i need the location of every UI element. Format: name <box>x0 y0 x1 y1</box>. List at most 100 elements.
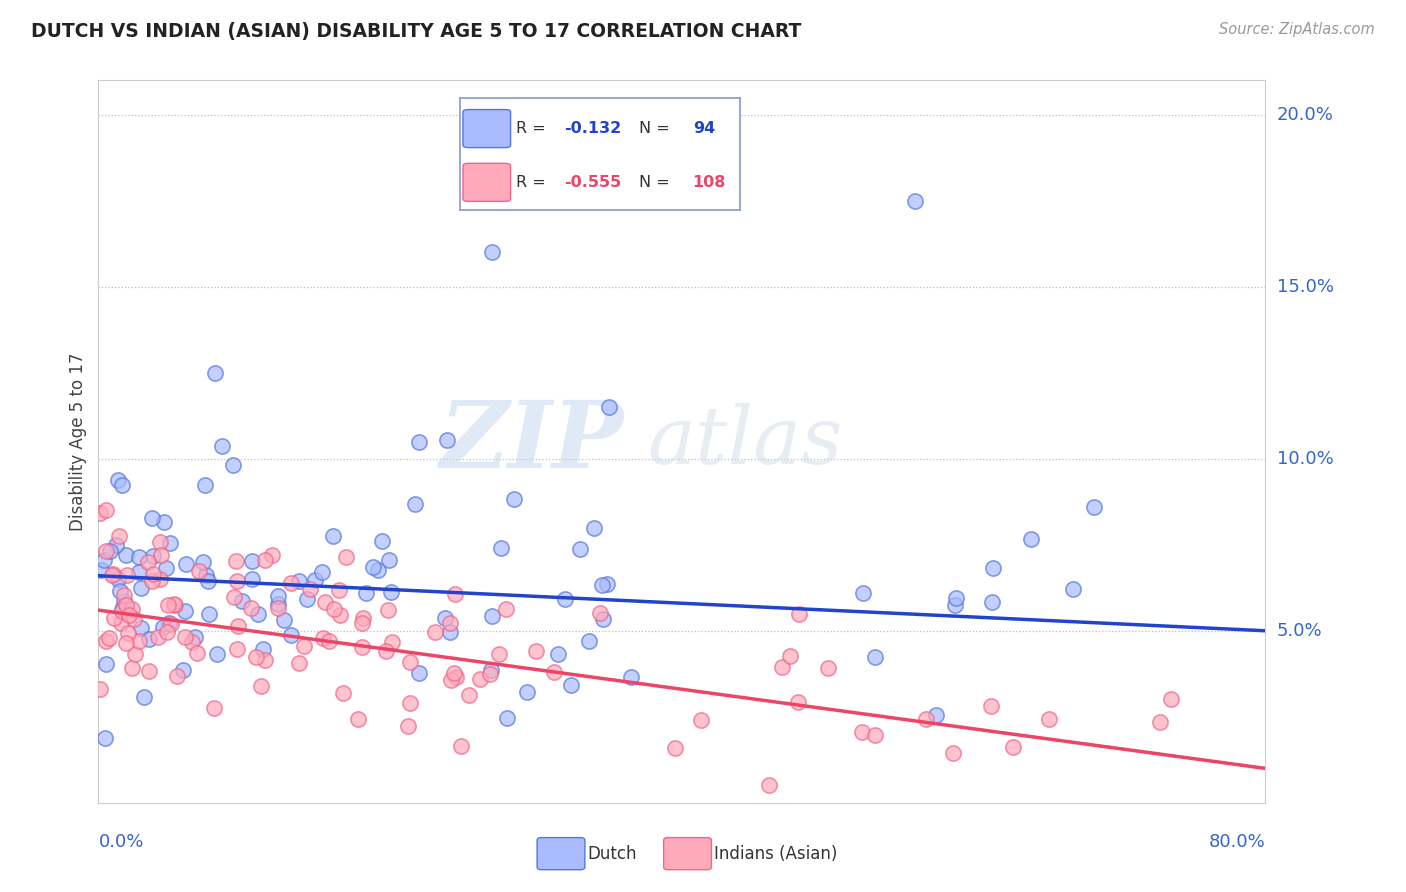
Point <box>314 595 336 609</box>
Point <box>115 568 138 582</box>
Point <box>176 557 198 571</box>
Point <box>187 565 209 579</box>
Point <box>254 653 277 667</box>
Point <box>328 583 350 598</box>
Point <box>194 478 217 492</box>
Point <box>136 555 159 569</box>
Point <box>226 619 249 633</box>
Point <box>280 576 302 591</box>
Point <box>245 649 267 664</box>
Point <box>779 649 801 664</box>
Point <box>583 521 606 535</box>
Point <box>524 643 547 657</box>
Point <box>851 724 873 739</box>
Point <box>787 607 810 621</box>
Point <box>408 665 430 680</box>
Point <box>329 607 352 622</box>
Point <box>266 589 288 603</box>
Text: Indians (Asian): Indians (Asian) <box>714 845 838 863</box>
Point <box>1002 739 1025 754</box>
Point <box>159 615 181 630</box>
Point <box>224 590 246 604</box>
Point <box>981 595 1004 609</box>
Point <box>128 565 150 579</box>
Text: 80.0%: 80.0% <box>1209 833 1265 851</box>
Point <box>481 245 503 260</box>
Point <box>89 681 111 696</box>
Text: DUTCH VS INDIAN (ASIAN) DISABILITY AGE 5 TO 17 CORRELATION CHART: DUTCH VS INDIAN (ASIAN) DISABILITY AGE 5… <box>31 22 801 41</box>
Point <box>440 673 463 687</box>
Point <box>396 719 419 733</box>
Point <box>450 739 472 753</box>
Point <box>198 607 221 621</box>
Point <box>596 577 619 591</box>
Point <box>371 533 394 548</box>
Point <box>690 713 713 727</box>
Point <box>98 631 121 645</box>
Point <box>377 603 399 617</box>
Point <box>350 640 373 654</box>
Point <box>288 656 311 670</box>
Point <box>110 584 132 599</box>
Point <box>134 690 156 704</box>
Text: Dutch: Dutch <box>588 845 637 863</box>
Point <box>981 560 1004 574</box>
Point <box>925 707 948 722</box>
Point <box>108 528 131 542</box>
Point <box>496 711 519 725</box>
Point <box>240 553 263 567</box>
Point <box>352 611 374 625</box>
Point <box>128 634 150 648</box>
Point <box>468 672 491 686</box>
Point <box>174 630 197 644</box>
Point <box>157 598 180 612</box>
Point <box>458 688 481 702</box>
Point <box>915 712 938 726</box>
Point <box>1149 715 1171 730</box>
Text: atlas: atlas <box>647 403 842 480</box>
Point <box>543 665 565 680</box>
Point <box>980 698 1002 713</box>
Point <box>163 597 186 611</box>
Point <box>312 631 335 645</box>
Point <box>547 647 569 661</box>
Point <box>1083 500 1105 515</box>
Point <box>226 642 249 657</box>
Point <box>817 661 839 675</box>
Point <box>240 601 263 615</box>
Point <box>399 696 422 710</box>
Point <box>142 549 165 563</box>
Point <box>111 604 134 618</box>
Point <box>758 778 780 792</box>
Point <box>166 668 188 682</box>
Point <box>174 604 197 618</box>
Point <box>240 572 263 586</box>
Point <box>96 657 118 671</box>
Point <box>111 478 134 492</box>
Point <box>142 566 165 581</box>
Point <box>298 582 321 596</box>
Point <box>502 492 524 507</box>
Point <box>146 631 169 645</box>
Point <box>408 434 430 449</box>
Point <box>156 625 179 640</box>
Point <box>115 636 138 650</box>
Point <box>273 613 295 627</box>
Point <box>94 544 117 558</box>
Point <box>180 635 202 649</box>
Point <box>155 561 177 575</box>
Point <box>942 747 965 761</box>
Point <box>172 663 194 677</box>
Point <box>332 686 354 700</box>
Point <box>367 563 389 577</box>
Text: 15.0%: 15.0% <box>1277 277 1333 296</box>
Point <box>863 728 886 742</box>
Point <box>664 741 686 756</box>
Point <box>444 587 467 601</box>
Text: 0.0%: 0.0% <box>98 833 143 851</box>
Point <box>159 535 181 549</box>
Point <box>225 554 247 568</box>
Point <box>945 591 967 605</box>
Point <box>191 555 214 569</box>
Point <box>226 574 249 588</box>
